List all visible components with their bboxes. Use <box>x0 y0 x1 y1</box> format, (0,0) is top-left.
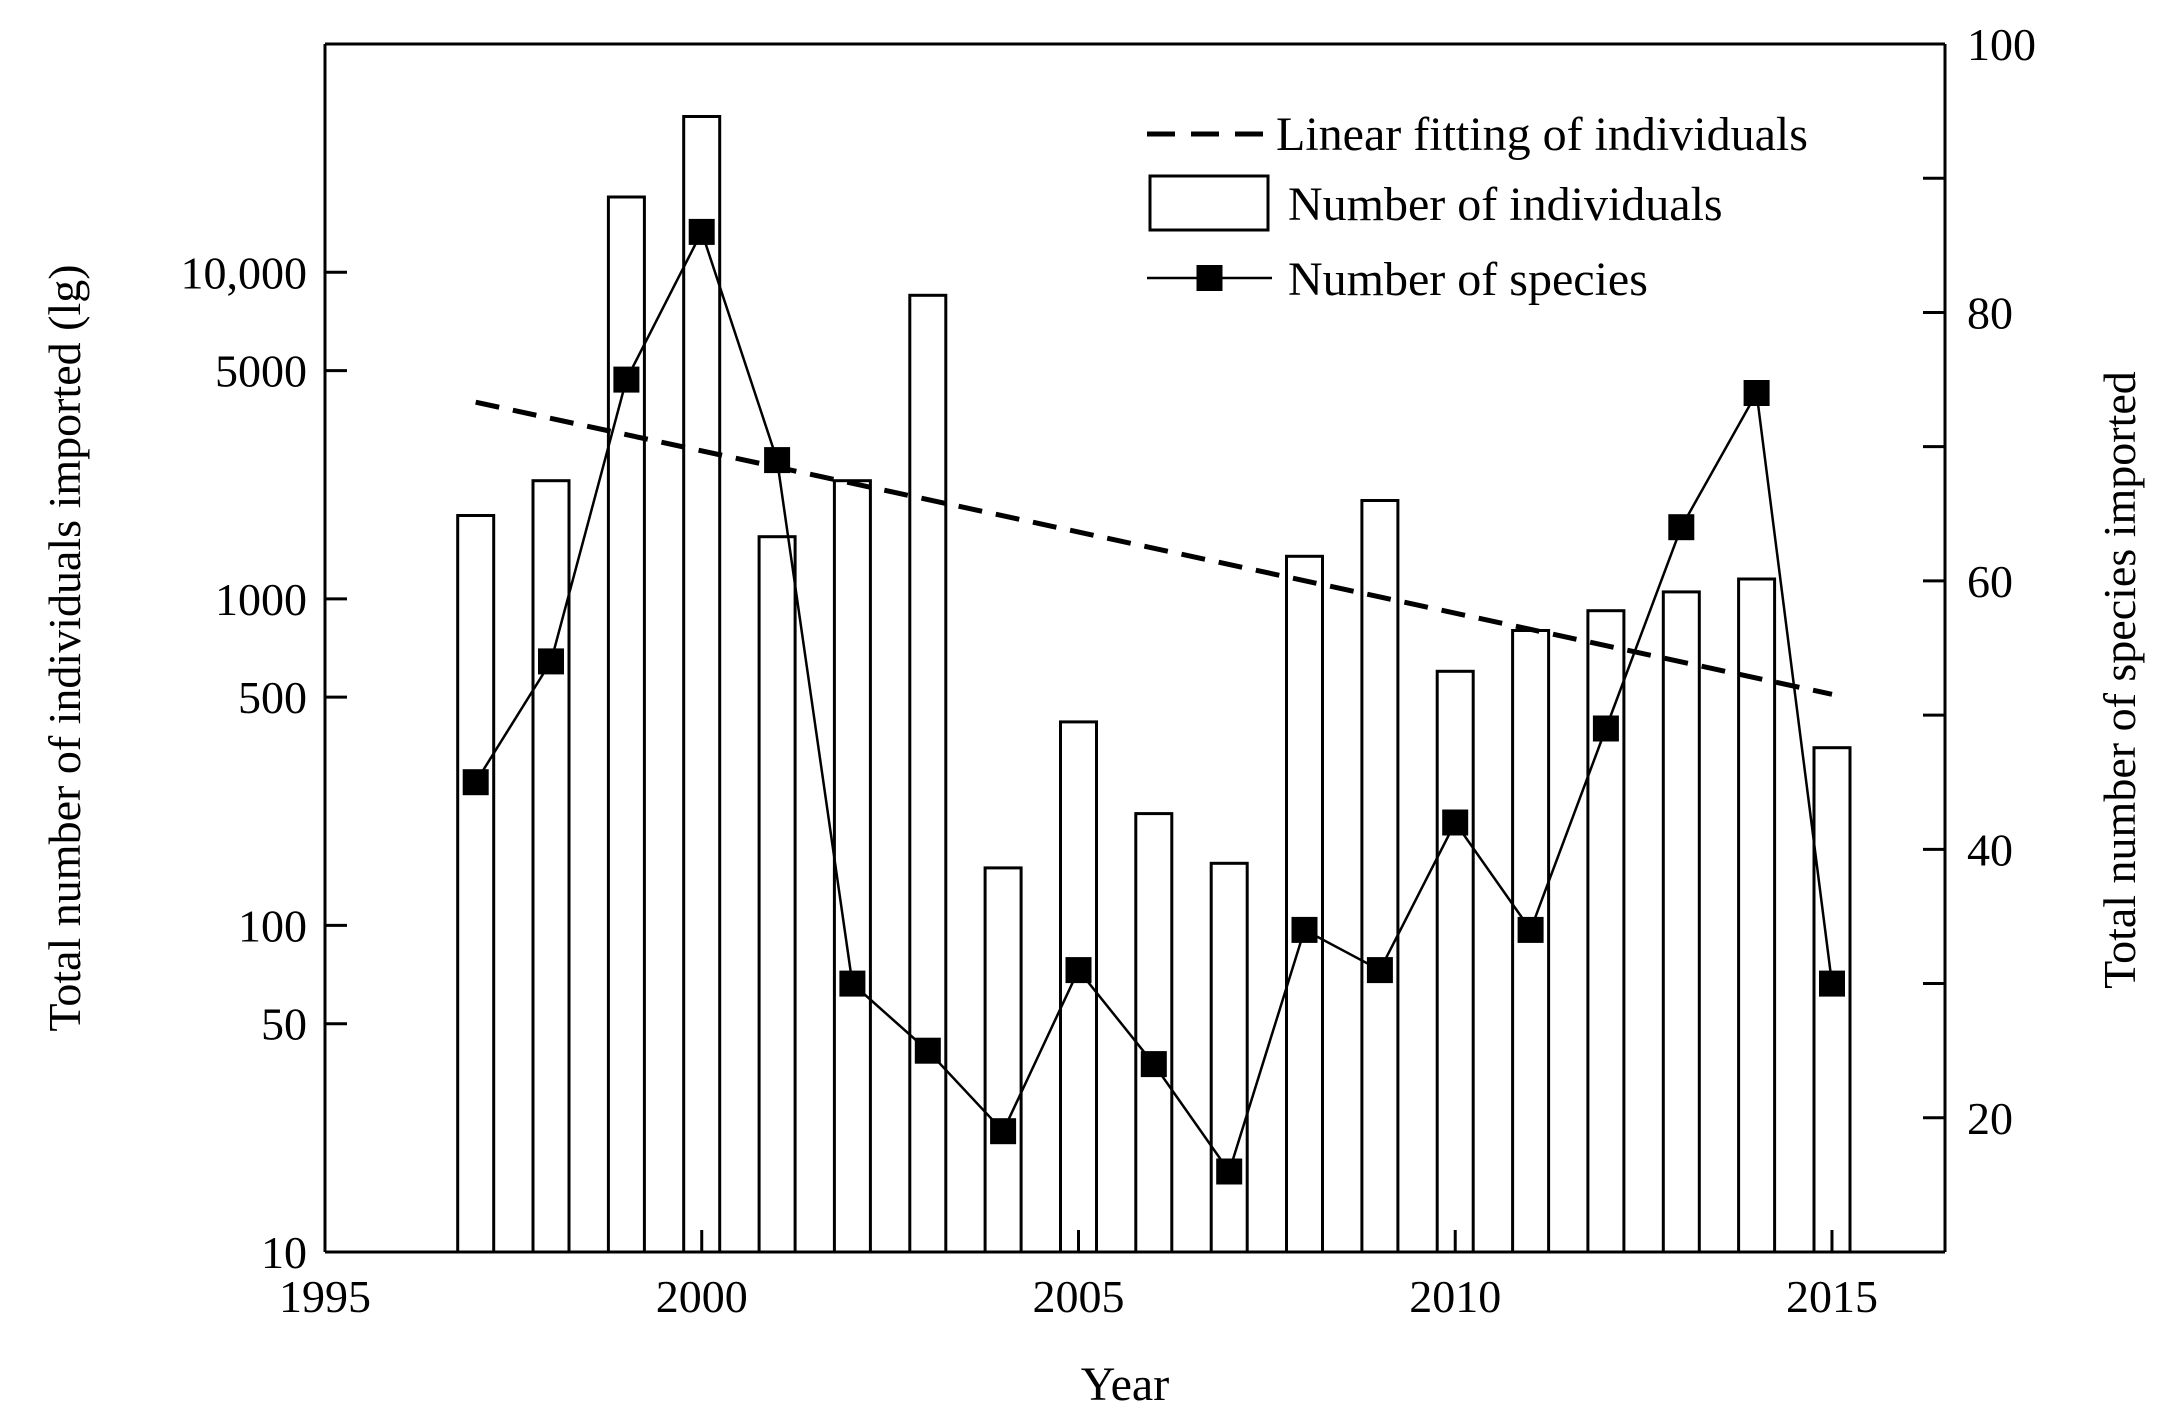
bar-2015 <box>1812 746 1852 1254</box>
bar-2012 <box>1586 609 1626 1254</box>
y-left-axis-title: Total number of individuals imported (lg… <box>39 264 90 1031</box>
bar-2000 <box>682 115 722 1254</box>
species-point-2015 <box>1819 970 1845 997</box>
y-left-tick-label-100: 100 <box>238 900 307 951</box>
species-point-2009 <box>1366 957 1393 984</box>
species-point-2013 <box>1668 514 1695 541</box>
legend-label-fit: Linear fitting of individuals <box>1276 108 1808 161</box>
y-right-tick-label-80: 80 <box>1967 287 2013 338</box>
y-left-tick-label-1000: 1000 <box>215 574 307 625</box>
y-right-tick-label-100: 100 <box>1967 19 2036 70</box>
species-point-2007 <box>1216 1158 1243 1185</box>
legend-swatch-species-marker <box>1196 265 1223 291</box>
axis-labels: Year Total number of individuals imported… <box>39 264 2145 1411</box>
species-point-2006 <box>1140 1051 1167 1078</box>
y-left-tick-label-500: 500 <box>238 672 307 723</box>
x-tick-label-2015: 2015 <box>1786 1271 1878 1322</box>
species-point-2010 <box>1442 809 1469 836</box>
x-tick-label-2005: 2005 <box>1032 1271 1124 1322</box>
bar-2006 <box>1134 812 1174 1254</box>
bar-2002 <box>832 479 872 1254</box>
bar-2003 <box>908 293 948 1254</box>
fit-line <box>475 399 1833 697</box>
species-point-2003 <box>914 1037 941 1064</box>
y-left-tick-label-50: 50 <box>261 999 307 1050</box>
species-point-2001 <box>764 447 791 474</box>
y-right-axis-title: Total number of species imported <box>2094 371 2145 989</box>
bar-2013 <box>1661 590 1701 1254</box>
species-point-1997 <box>462 769 489 796</box>
bar-2008 <box>1285 554 1324 1254</box>
legend-swatch-bars <box>1148 174 1270 232</box>
y-right-tick-label-40: 40 <box>1967 824 2013 875</box>
species-point-2014 <box>1743 380 1770 406</box>
species-point-1999 <box>613 366 640 393</box>
species-point-2005 <box>1065 957 1092 984</box>
bar-1997 <box>456 514 496 1254</box>
y-right-tick-label-60: 60 <box>1967 556 2013 607</box>
bars-layer <box>456 115 1852 1254</box>
y-axis-left: 10 50 100 500 1000 5000 10,000 <box>181 247 347 1278</box>
y-left-tick-label-10000: 10,000 <box>181 247 308 298</box>
bar-1998 <box>531 479 571 1254</box>
y-left-tick-label-5000: 5000 <box>215 346 307 397</box>
bar-2001 <box>757 535 797 1254</box>
plot-frame <box>323 42 1947 1254</box>
y-left-tick-label-10: 10 <box>261 1227 307 1278</box>
legend: Linear fitting of individuals Number of i… <box>1147 108 1808 306</box>
bar-2004 <box>983 866 1023 1254</box>
species-point-2004 <box>990 1118 1017 1145</box>
bar-2007 <box>1209 861 1249 1254</box>
species-point-2008 <box>1291 916 1318 943</box>
x-tick-label-2010: 2010 <box>1409 1271 1501 1322</box>
x-tick-label-2000: 2000 <box>656 1271 748 1322</box>
y-axis-right: 20 40 60 80 100 <box>1923 19 2036 1144</box>
bar-2009 <box>1360 499 1400 1254</box>
species-point-2011 <box>1517 916 1544 943</box>
legend-label-species: Number of species <box>1288 253 1648 306</box>
fit-line-layer <box>475 399 1833 697</box>
x-axis: 1995 2000 2005 2010 2015 <box>279 1230 1878 1322</box>
species-line-layer <box>462 218 1845 1185</box>
species-point-2000 <box>688 218 715 245</box>
x-axis-title: Year <box>1081 1358 1169 1411</box>
legend-label-bars: Number of individuals <box>1288 178 1723 231</box>
species-point-2002 <box>839 970 866 997</box>
species-point-1998 <box>538 648 564 675</box>
x-tick-label-1995: 1995 <box>279 1271 371 1322</box>
species-point-2012 <box>1592 715 1619 742</box>
y-right-tick-label-20: 20 <box>1967 1093 2013 1144</box>
bar-2010 <box>1435 669 1475 1254</box>
